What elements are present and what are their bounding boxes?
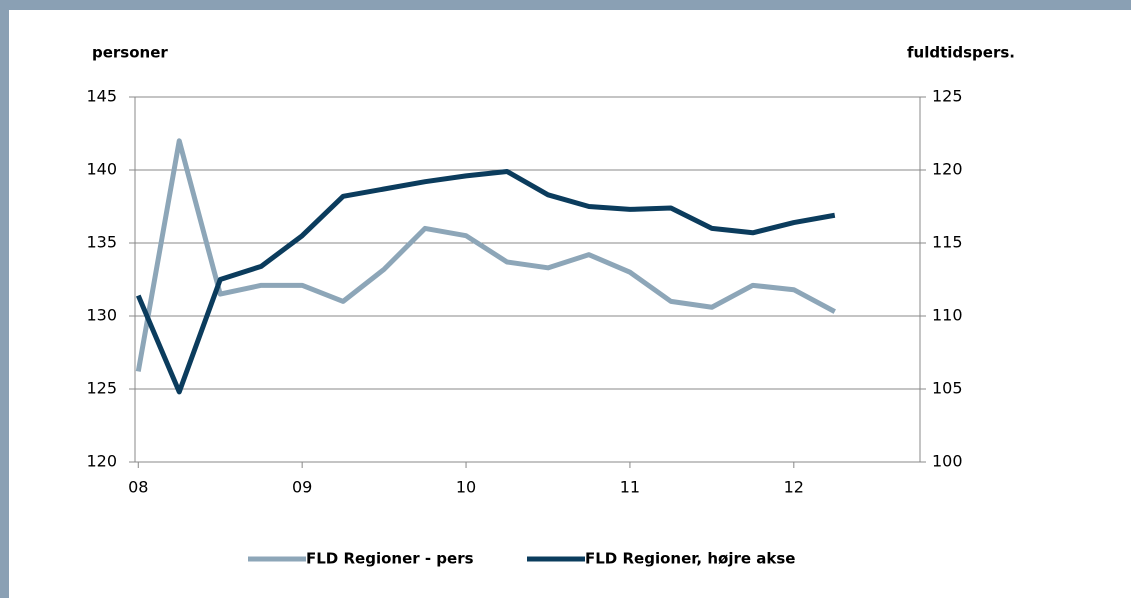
header-band	[0, 0, 1131, 10]
y-tick-label: 145	[86, 87, 117, 106]
x-tick-label: 09	[292, 478, 312, 497]
y-axis-label: personer	[92, 44, 168, 62]
y2-tick-label: 105	[932, 379, 963, 398]
y2-tick-label: 110	[932, 306, 963, 325]
x-tick-label: 10	[456, 478, 476, 497]
legend-label: FLD Regioner, højre akse	[585, 550, 795, 568]
x-tick-label: 12	[784, 478, 804, 497]
y-tick-label: 120	[86, 452, 117, 471]
line-series	[135, 168, 836, 395]
y-tick-label: 130	[86, 306, 117, 325]
x-tick-label: 11	[620, 478, 640, 497]
x-tick-label: 08	[128, 478, 148, 497]
line-series	[135, 138, 836, 372]
y2-tick-label: 115	[932, 233, 963, 252]
y-tick-label: 140	[86, 160, 117, 179]
legend-label: FLD Regioner - pers	[306, 550, 474, 568]
y-tick-label: 125	[86, 379, 117, 398]
left-border	[0, 0, 9, 598]
y-tick-label: 135	[86, 233, 117, 252]
y2-tick-label: 100	[932, 452, 963, 471]
y2-axis-label: fuldtidspers.	[907, 44, 1015, 62]
y2-tick-label: 120	[932, 160, 963, 179]
y2-tick-label: 125	[932, 87, 963, 106]
